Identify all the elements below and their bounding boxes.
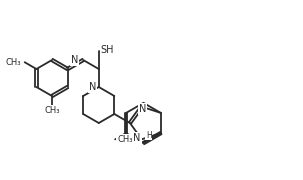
Text: N: N [139, 104, 146, 114]
Text: CH₃: CH₃ [5, 58, 21, 67]
Text: H: H [146, 131, 152, 140]
Text: N: N [133, 133, 141, 143]
Text: N: N [89, 82, 96, 92]
Text: N: N [71, 55, 78, 65]
Text: SH: SH [101, 45, 114, 55]
Text: CH₃: CH₃ [44, 106, 60, 115]
Text: CH₃: CH₃ [117, 135, 133, 144]
